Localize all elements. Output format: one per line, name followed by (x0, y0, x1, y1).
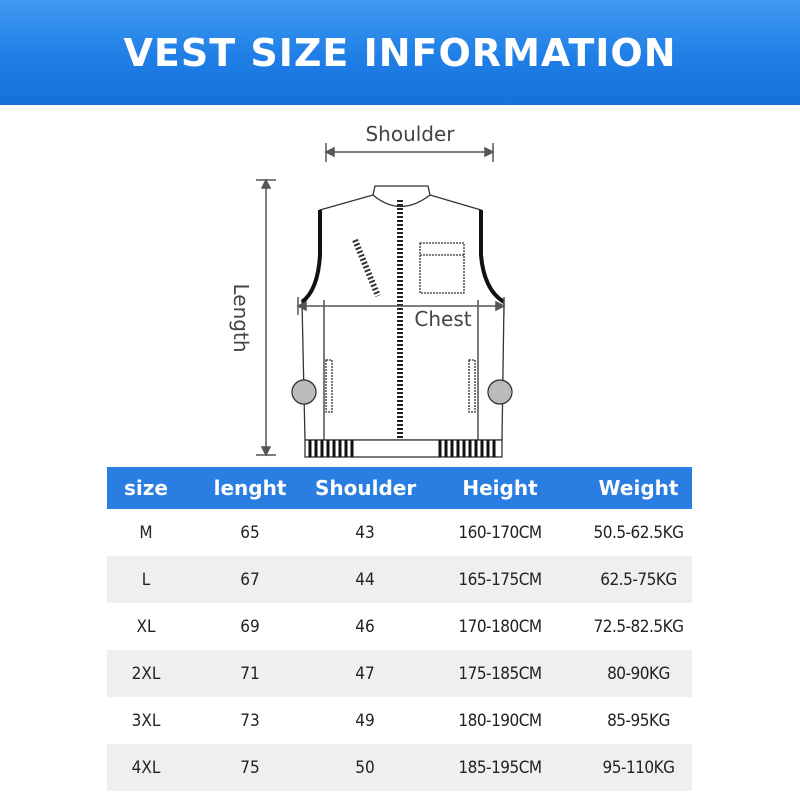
cell-height: 180-190CM (458, 710, 542, 731)
length-label: Length (229, 284, 253, 353)
cell-length: 65 (240, 522, 260, 543)
header-height: Height (462, 476, 538, 500)
page-title: VEST SIZE INFORMATION (123, 30, 677, 75)
cell-height: 160-170CM (458, 522, 542, 543)
cell-height: 165-175CM (458, 569, 542, 590)
cell-weight: 62.5-75KG (600, 569, 677, 590)
title-banner: VEST SIZE INFORMATION (0, 0, 800, 105)
cell-size: 3XL (131, 710, 161, 731)
table-row: M 65 43 160-170CM 50.5-62.5KG (107, 509, 692, 556)
cell-weight: 95-110KG (602, 757, 675, 778)
cell-shoulder: 46 (355, 616, 375, 637)
header-shoulder: Shoulder (315, 476, 417, 500)
size-table: size lenght Shoulder Height Weight M 65 … (107, 467, 692, 791)
table-row: L 67 44 165-175CM 62.5-75KG (107, 556, 692, 603)
cell-size: XL (136, 616, 156, 637)
vest-outline (291, 185, 513, 458)
cell-weight: 80-90KG (607, 663, 670, 684)
cell-weight: 85-95KG (607, 710, 670, 731)
cell-height: 175-185CM (458, 663, 542, 684)
cell-height: 185-195CM (458, 757, 542, 778)
cell-size: 4XL (131, 757, 161, 778)
table-row: 2XL 71 47 175-185CM 80-90KG (107, 650, 692, 697)
cell-size: 2XL (131, 663, 161, 684)
length-arrow (256, 178, 276, 457)
chest-label: Chest (414, 307, 471, 331)
cell-weight: 72.5-82.5KG (593, 616, 684, 637)
header-length: lenght (213, 476, 287, 500)
cell-shoulder: 43 (355, 522, 375, 543)
cell-height: 170-180CM (458, 616, 542, 637)
table-header: size lenght Shoulder Height Weight (107, 467, 692, 509)
table-row: 4XL 75 50 185-195CM 95-110KG (107, 744, 692, 791)
cell-length: 75 (240, 757, 260, 778)
cell-shoulder: 47 (355, 663, 375, 684)
cell-length: 73 (240, 710, 260, 731)
table-row: 3XL 73 49 180-190CM 85-95KG (107, 697, 692, 744)
cell-length: 67 (240, 569, 260, 590)
cell-shoulder: 50 (355, 757, 375, 778)
cell-shoulder: 49 (355, 710, 375, 731)
header-weight: Weight (598, 476, 679, 500)
cell-size: M (139, 522, 153, 543)
cell-weight: 50.5-62.5KG (593, 522, 684, 543)
table-row: XL 69 46 170-180CM 72.5-82.5KG (107, 603, 692, 650)
cell-length: 69 (240, 616, 260, 637)
cell-length: 71 (240, 663, 260, 684)
cell-size: L (141, 569, 151, 590)
shoulder-arrow (324, 143, 495, 162)
shoulder-label: Shoulder (365, 122, 455, 146)
vest-diagram: Shoulder Chest Length (229, 122, 513, 458)
chest-arrow (296, 297, 506, 315)
header-size: size (124, 476, 168, 500)
cell-shoulder: 44 (355, 569, 375, 590)
